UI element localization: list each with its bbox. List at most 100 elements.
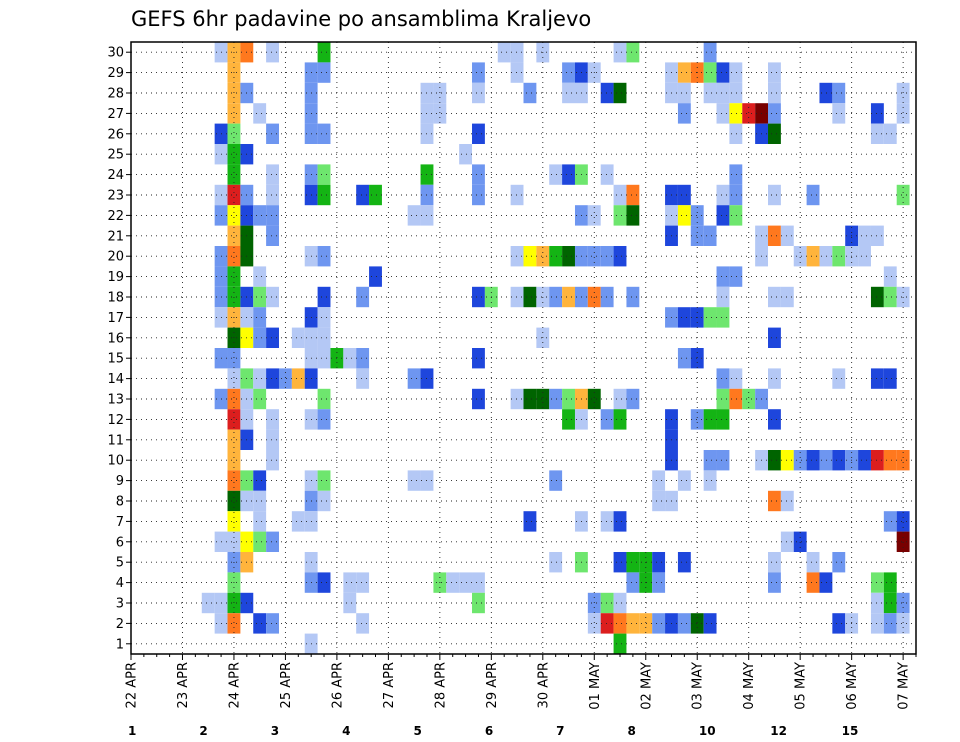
y-axis: 1234567891011121314151617181920212223242… [107,46,131,652]
heat-cell [677,82,691,104]
heat-cell [562,62,575,83]
heat-cell [587,388,601,410]
heat-cell [677,613,691,634]
heat-cell [510,42,524,63]
y-tick-label: 23 [107,189,124,204]
colorbar-label: 8 [628,724,636,738]
heat-cell [317,307,331,328]
cells-layer [201,42,910,654]
heat-cell [253,490,267,512]
heat-cell [883,450,897,471]
heat-cell [870,123,884,144]
heat-cell [536,246,550,267]
heat-cell [201,592,215,614]
heat-cell [703,470,717,491]
colorbar-label: 3 [271,724,279,738]
heat-cell [497,42,511,63]
heat-cell [729,82,743,104]
heat-cell [870,592,884,614]
heat-cell [549,286,563,308]
heat-cell [472,184,485,206]
heat-cell [472,388,485,410]
heat-cell [780,286,794,308]
heat-cell [317,388,331,410]
heat-cell [613,205,627,226]
heat-cell [613,409,627,430]
heat-cell [587,613,601,634]
heat-cell [266,123,279,144]
heat-cell [626,184,640,206]
heat-cell [677,205,691,226]
y-tick-label: 8 [116,495,124,510]
heat-cell [613,184,627,206]
heat-cell [253,266,267,287]
heat-cell [716,205,730,226]
heat-cell [510,62,524,83]
heat-cell [253,470,267,491]
heat-cell [317,490,331,512]
heat-cell [806,450,820,471]
x-tick-label: 07 MAY [897,662,912,710]
heat-cell [536,388,550,410]
heat-cell [742,388,756,410]
heat-cell [703,409,717,430]
plot-frame [130,41,917,655]
heat-cell [883,123,897,144]
colorbar-label: 5 [413,724,421,738]
x-tick-label: 04 MAY [742,662,757,710]
heat-cell [703,307,717,328]
heat-cell [227,266,241,287]
colorbar-label: 15 [842,724,859,738]
heat-cell [883,511,897,532]
heat-cell [819,572,833,593]
heat-cell [768,450,781,471]
y-tick-label: 24 [107,168,124,183]
y-tick-label: 20 [107,250,124,265]
heat-cell [317,42,331,63]
heat-cell [600,286,614,308]
heat-cell [729,184,743,206]
heat-cell [626,205,640,226]
heat-cell [703,62,717,83]
heat-cell [253,511,267,532]
heat-cell [356,613,370,634]
heat-cell [677,103,691,124]
heat-cell [768,225,781,246]
y-tick-label: 15 [107,352,124,367]
colorbar: 1 2 3 4 5 6 7 8 10 12 15 [128,724,858,738]
y-tick-label: 4 [116,576,124,591]
heat-cell [562,246,575,267]
heat-cell [227,531,241,552]
heat-cell [716,307,730,328]
heat-cell [677,184,691,206]
heat-cell [768,327,781,348]
x-tick-label: 02 MAY [639,662,654,710]
heat-cell [652,490,666,512]
heat-cell [896,184,910,206]
heat-cell [677,307,691,328]
heat-cell [652,552,666,573]
heat-cell [291,368,305,389]
heat-cell [780,225,794,246]
heat-cell [677,470,691,491]
heat-cell [278,368,292,389]
heat-cell [266,368,279,389]
x-tick-label: 28 APR [433,662,448,708]
x-tick-label: 06 MAY [845,662,860,710]
heat-cell [896,511,910,532]
heat-cell [870,225,884,246]
heat-cell [819,450,833,471]
heat-cell [407,205,421,226]
heat-cell [883,592,897,614]
heat-cell [832,368,846,389]
heat-cell [472,348,485,369]
colorbar-label: 6 [485,724,493,738]
heat-cell [716,82,730,104]
heat-cell [639,613,653,634]
heat-cell [266,42,279,63]
heat-cell [510,388,524,410]
heat-cell [768,572,781,593]
heat-cell [227,205,241,226]
heat-cell [883,613,897,634]
y-tick-label: 16 [107,331,124,346]
